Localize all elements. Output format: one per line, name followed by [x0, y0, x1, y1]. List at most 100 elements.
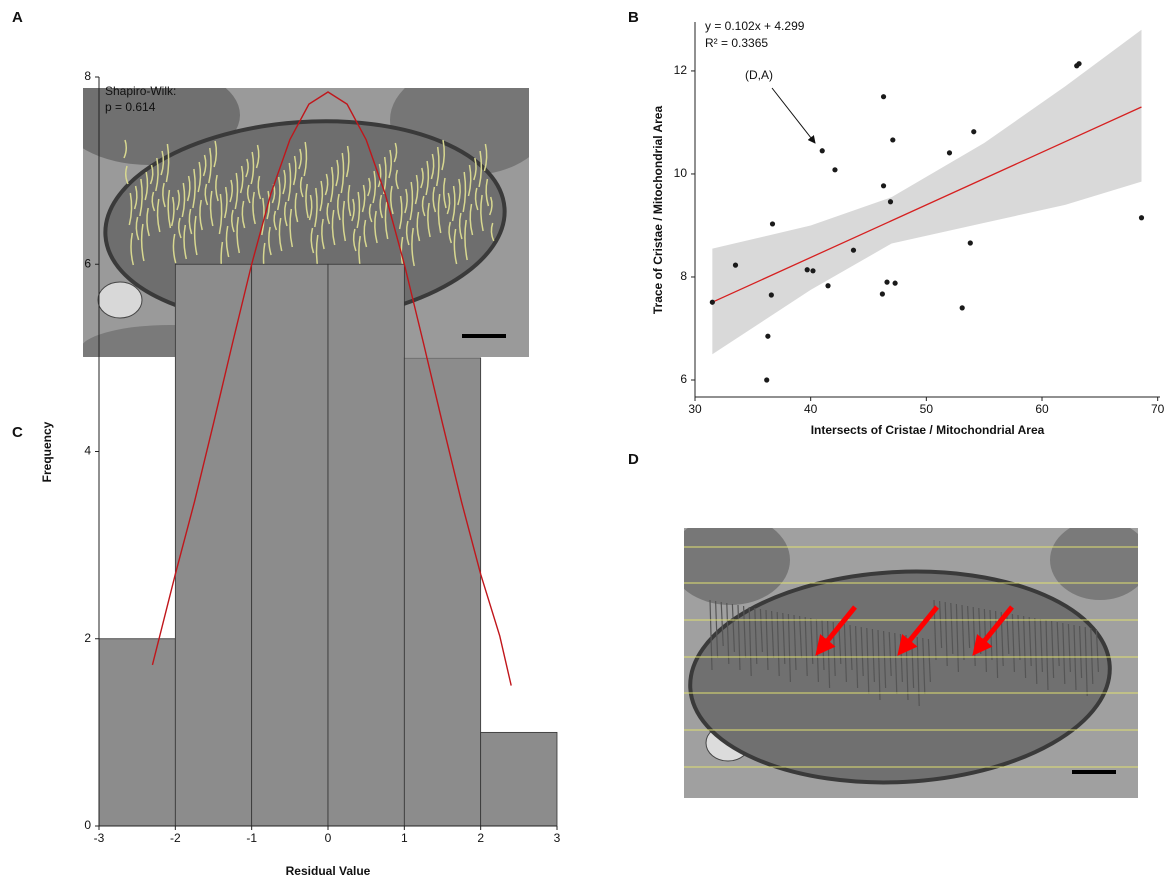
crista — [709, 599, 713, 671]
crista-trace — [432, 186, 437, 213]
crista-trace — [389, 185, 394, 215]
crista — [1079, 625, 1083, 679]
panel-label: D — [628, 451, 639, 468]
crista-trace — [329, 166, 334, 203]
crista — [843, 623, 847, 683]
x-tick-label: 30 — [688, 402, 702, 416]
crista — [1056, 621, 1060, 667]
crista — [731, 603, 735, 653]
crista — [1062, 622, 1066, 685]
crista-trace — [276, 176, 281, 211]
crista-trace — [202, 154, 207, 177]
crista — [883, 630, 887, 689]
r-squared: R² = 0.3365 — [705, 36, 768, 50]
crista-trace — [368, 203, 373, 223]
bar — [251, 263, 329, 827]
crista-trace — [162, 182, 166, 208]
y-axis-title: Trace of Cristae / Mitochondrial Area — [651, 106, 665, 315]
crista-trace — [321, 218, 325, 250]
crista — [804, 616, 808, 677]
fit-line — [712, 106, 1142, 303]
crista — [787, 613, 791, 683]
point — [819, 148, 825, 154]
crista-trace — [183, 224, 188, 260]
point — [880, 94, 887, 100]
crista — [759, 608, 763, 653]
crista-trace — [128, 192, 133, 226]
point — [1076, 61, 1082, 67]
crista — [961, 604, 965, 661]
point — [892, 280, 898, 286]
crista-trace — [345, 145, 350, 178]
crista-trace — [473, 157, 477, 181]
crista-trace — [225, 225, 230, 258]
point — [890, 137, 896, 143]
crista-trace — [165, 143, 170, 183]
crista-trace — [140, 223, 145, 262]
x-tick-label: 40 — [804, 402, 818, 416]
crista-trace — [133, 185, 138, 210]
x-tick-label: 70 — [1151, 402, 1165, 416]
crista-trace — [319, 180, 324, 212]
y-tick-label: 6 — [84, 256, 91, 270]
crista-trace — [310, 227, 315, 254]
crista — [1011, 613, 1015, 673]
crista — [1023, 615, 1027, 679]
crista-trace — [435, 146, 440, 187]
crista-trace — [172, 233, 177, 264]
crista — [1034, 617, 1038, 685]
crista — [754, 607, 758, 665]
crista — [995, 610, 999, 679]
crista-trace — [490, 222, 495, 242]
crista — [782, 612, 786, 665]
crista-trace — [181, 182, 186, 218]
point — [880, 183, 887, 189]
crista-trace — [130, 232, 135, 266]
y-tick-label: 8 — [84, 69, 91, 83]
confidence-band — [712, 29, 1142, 355]
crista-trace — [160, 150, 165, 176]
crista-trace — [239, 165, 244, 194]
crista-trace — [123, 139, 128, 159]
crista-trace — [363, 219, 368, 248]
point — [884, 279, 890, 285]
crista — [1045, 619, 1049, 691]
crista-trace — [405, 220, 410, 246]
crista-trace — [347, 184, 352, 217]
crista-trace — [223, 186, 228, 219]
crista — [1090, 627, 1094, 685]
crista-trace — [292, 155, 297, 186]
y-axis-title: Frequency — [40, 421, 54, 482]
point — [732, 262, 739, 268]
crista — [1051, 620, 1055, 679]
crista-trace — [377, 163, 382, 188]
equation: y = 0.102x + 4.299 — [705, 19, 805, 33]
crista-trace — [485, 178, 490, 207]
p-value: p = 0.614 — [105, 100, 156, 114]
crista-trace — [404, 188, 408, 214]
crista-trace — [192, 168, 196, 209]
crista-trace — [305, 183, 309, 219]
x-tick-label: 0 — [325, 831, 332, 845]
crista-trace — [204, 183, 209, 206]
crista-trace — [437, 193, 442, 234]
panel-label: C — [12, 424, 23, 441]
crista-trace — [215, 174, 219, 202]
crista-trace — [374, 210, 378, 244]
crista-trace — [324, 173, 329, 196]
point — [804, 267, 810, 273]
point — [765, 333, 771, 339]
crista-trace — [144, 171, 149, 201]
crista-trace — [250, 151, 255, 185]
crista-trace — [421, 195, 426, 217]
crista — [1039, 618, 1043, 673]
y-tick-label: 6 — [680, 372, 687, 386]
x-tick-label: -3 — [94, 831, 105, 845]
crista-trace — [156, 198, 161, 233]
crista — [771, 610, 775, 659]
crista-trace — [367, 177, 371, 197]
crista-trace — [294, 192, 299, 223]
crista-trace — [489, 196, 493, 216]
crista-trace — [335, 159, 340, 187]
crista-trace — [352, 228, 357, 252]
